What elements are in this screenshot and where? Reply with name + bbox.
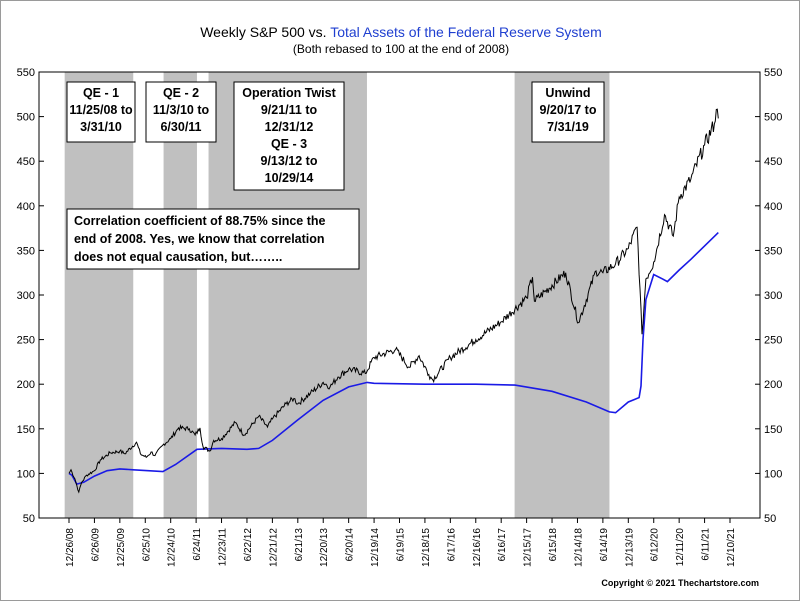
x-tick-label: 6/25/10	[141, 528, 152, 562]
x-tick-label: 6/15/18	[548, 528, 559, 562]
period-label-line: QE - 2	[163, 86, 199, 100]
x-tick-label: 6/16/17	[497, 528, 508, 562]
y-axis-left: 50 100 150 200 250 300 350 400 450 500 550	[17, 67, 44, 525]
x-axis: 12/26/08 6/26/09 12/25/09 6/25/10 12/24/10 6/…	[65, 518, 737, 567]
annotation-line: Correlation coefficient of 88.75% since …	[74, 214, 326, 228]
y-tick-label-left: 150	[17, 424, 35, 436]
y-tick-label-left: 200	[17, 379, 35, 391]
y-tick-label-right: 350	[764, 245, 782, 257]
chart-title: Weekly S&P 500 vs. Total Assets of the F…	[200, 24, 602, 40]
x-tick-label: 12/11/20	[675, 528, 686, 567]
period-label-line: 11/3/10 to	[153, 103, 210, 117]
y-tick-label-left: 50	[23, 513, 35, 525]
x-tick-label: 6/12/20	[650, 528, 661, 562]
period-label-box	[66, 81, 136, 143]
y-tick-label-left: 550	[17, 67, 35, 79]
period-label-line: QE - 3	[271, 137, 307, 151]
fed-assets-line	[68, 232, 719, 486]
y-tick-label-right: 450	[764, 156, 782, 168]
y-tick-label-right: 250	[764, 335, 782, 347]
title-prefix: Weekly S&P 500 vs.	[200, 24, 330, 40]
x-tick-label: 12/24/10	[167, 528, 178, 567]
sp500-line	[68, 108, 719, 494]
x-tick-label: 6/21/13	[294, 528, 305, 562]
shaded-period-3	[514, 72, 610, 518]
y-tick-label-left: 400	[17, 201, 35, 213]
y-tick-label-right: 550	[764, 67, 782, 79]
x-tick-label: 12/25/09	[116, 528, 127, 567]
period-label-box	[233, 81, 345, 191]
annotation-line: does not equal causation, but……..	[74, 250, 282, 264]
period-label-line: 12/31/12	[265, 120, 314, 134]
x-tick-label: 12/20/13	[319, 528, 330, 567]
x-tick-label: 12/13/19	[624, 528, 635, 567]
x-tick-label: 6/17/16	[446, 528, 457, 562]
period-label-1: QE - 2 11/3/10 to 6/30/11	[145, 81, 217, 143]
x-tick-label: 6/20/14	[345, 528, 356, 562]
period-labels: QE - 1 11/25/08 to 3/31/10 QE - 2 11/3/10 to…	[66, 81, 605, 191]
y-tick-label-right: 150	[764, 424, 782, 436]
x-tick-label: 6/26/09	[90, 528, 101, 562]
period-label-line: 9/21/11 to	[261, 103, 318, 117]
x-tick-label: 6/22/12	[243, 528, 254, 562]
period-label-line: 10/29/14	[265, 171, 314, 185]
x-tick-label: 12/19/14	[370, 528, 381, 567]
shaded-period-1	[163, 72, 197, 518]
y-tick-label-right: 500	[764, 112, 782, 124]
x-tick-label: 6/11/21	[701, 528, 712, 561]
period-label-3: Unwind 9/20/17 to 7/31/19	[531, 81, 605, 143]
period-label-line: Unwind	[545, 86, 590, 100]
y-tick-label-left: 500	[17, 112, 35, 124]
y-tick-label-right: 200	[764, 379, 782, 391]
x-tick-label: 12/10/21	[726, 528, 737, 567]
y-tick-label-right: 50	[764, 513, 776, 525]
y-tick-label-left: 250	[17, 335, 35, 347]
period-label-box	[531, 81, 605, 143]
y-tick-label-right: 300	[764, 290, 782, 302]
period-label-0: QE - 1 11/25/08 to 3/31/10	[66, 81, 136, 143]
x-tick-label: 12/18/15	[421, 528, 432, 567]
period-label-line: 9/13/12 to	[261, 154, 318, 168]
shaded-period-0	[64, 72, 134, 518]
x-tick-label: 6/24/11	[192, 528, 203, 561]
y-tick-label-right: 400	[764, 201, 782, 213]
x-tick-label: 6/19/15	[396, 528, 407, 562]
period-label-line: 9/20/17 to	[540, 103, 597, 117]
copyright-text: Copyright © 2021 Thechartstore.com	[601, 578, 759, 588]
period-label-line: 11/25/08 to	[69, 103, 133, 117]
x-tick-label: 12/14/18	[573, 528, 584, 567]
x-tick-label: 12/21/12	[268, 528, 279, 567]
period-label-line: 7/31/19	[547, 120, 589, 134]
period-label-line: Operation Twist	[242, 86, 336, 100]
x-tick-label: 6/14/19	[599, 528, 610, 562]
period-label-box	[145, 81, 217, 143]
y-tick-label-left: 350	[17, 245, 35, 257]
title-highlight: Total Assets of the Federal Reserve Syst…	[330, 24, 602, 40]
chart-subtitle: (Both rebased to 100 at the end of 2008)	[293, 42, 509, 56]
annotation-line: end of 2008. Yes, we know that correlati…	[74, 232, 325, 246]
x-tick-label: 12/16/16	[472, 528, 483, 567]
period-label-2: Operation Twist 9/21/11 to 12/31/12 QE - 3 9…	[233, 81, 345, 191]
period-label-line: QE - 1	[83, 86, 119, 100]
x-tick-label: 12/23/11	[218, 528, 229, 567]
y-tick-label-left: 450	[17, 156, 35, 168]
y-tick-label-right: 100	[764, 468, 782, 480]
x-tick-label: 12/15/17	[523, 528, 534, 567]
annotation-box	[66, 208, 360, 270]
x-tick-label: 12/26/08	[65, 528, 76, 567]
y-tick-label-left: 100	[17, 468, 35, 480]
y-tick-label-left: 300	[17, 290, 35, 302]
period-label-line: 3/31/10	[80, 120, 122, 134]
correlation-annotation: Correlation coefficient of 88.75% since …	[66, 208, 360, 270]
y-axis-right: 50 100 150 200 250 300 350 400 450 500 550	[755, 67, 782, 525]
period-label-line: 6/30/11	[160, 120, 201, 134]
